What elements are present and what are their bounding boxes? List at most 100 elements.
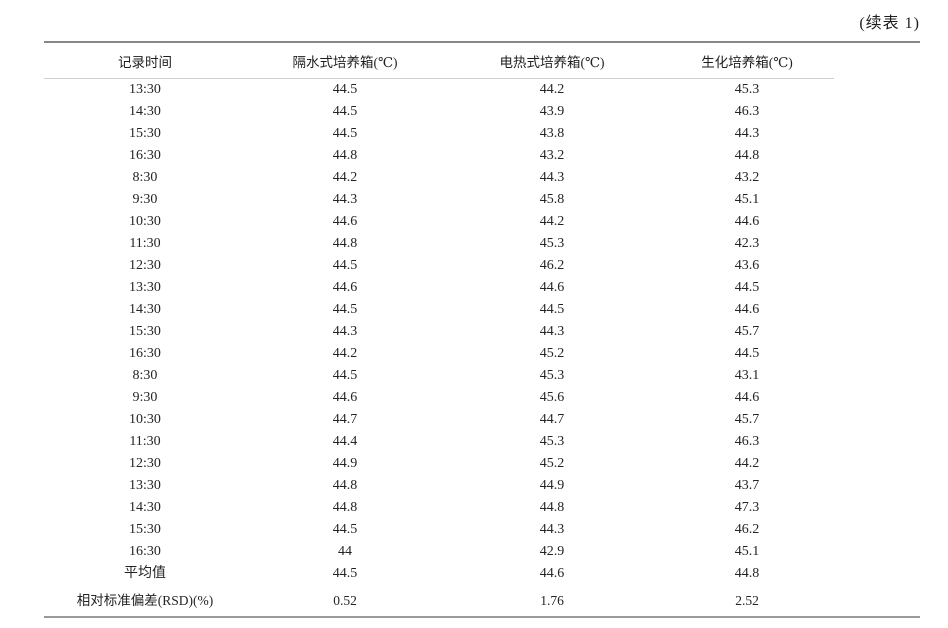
cell-value: 44.5 bbox=[332, 104, 358, 119]
cell-value: 44.2 bbox=[734, 456, 760, 471]
cell-value: 42.9 bbox=[539, 544, 565, 559]
table-row: 12:30 44.9 45.2 44.2 bbox=[44, 453, 834, 475]
cell-value: 45.3 bbox=[734, 82, 760, 97]
table-body: 13:30 44.5 44.2 45.3 14:30 44.5 43.9 46.3 15:30 4… bbox=[44, 79, 834, 617]
cell-value: 44.8 bbox=[332, 236, 358, 251]
cell-value: 44.5 bbox=[332, 126, 358, 141]
mean-row: 平均值 44.5 44.6 44.8 bbox=[44, 563, 834, 585]
cell-value: 45.7 bbox=[734, 412, 760, 427]
row-label: 9:30 bbox=[132, 192, 158, 207]
column-header: 电热式培养箱(℃) bbox=[444, 43, 660, 79]
row-label: 12:30 bbox=[129, 258, 161, 273]
row-label: 15:30 bbox=[129, 126, 161, 141]
cell-value: 44.8 bbox=[332, 500, 358, 515]
row-label: 16:30 bbox=[129, 346, 161, 361]
cell-value: 44.9 bbox=[332, 456, 358, 471]
row-label: 12:30 bbox=[129, 456, 161, 471]
cell-value: 44.5 bbox=[539, 302, 565, 317]
table-head: 记录时间 隔水式培养箱(℃) 电热式培养箱(℃) 生化培养箱(℃) bbox=[44, 43, 834, 79]
row-label: 15:30 bbox=[129, 324, 161, 339]
cell-value: 44.3 bbox=[539, 170, 565, 185]
row-label: 8:30 bbox=[132, 170, 158, 185]
cell-value: 44.6 bbox=[539, 566, 565, 581]
cell-value: 44.8 bbox=[332, 148, 358, 163]
cell-value: 43.2 bbox=[539, 148, 565, 163]
cell-value: 44.5 bbox=[332, 522, 358, 537]
cell-value: 44.7 bbox=[539, 412, 565, 427]
table-row: 10:30 44.6 44.2 44.6 bbox=[44, 211, 834, 233]
row-label: 11:30 bbox=[129, 434, 161, 449]
cell-value: 44.5 bbox=[734, 280, 760, 295]
table-row: 11:30 44.8 45.3 42.3 bbox=[44, 233, 834, 255]
table-row: 16:30 44 42.9 45.1 bbox=[44, 541, 834, 563]
table-row: 11:30 44.4 45.3 46.3 bbox=[44, 431, 834, 453]
cell-value: 45.3 bbox=[539, 434, 565, 449]
table-row: 9:30 44.6 45.6 44.6 bbox=[44, 387, 834, 409]
cell-value: 44.6 bbox=[332, 214, 358, 229]
cell-value: 44.2 bbox=[332, 346, 358, 361]
cell-value: 44.3 bbox=[332, 324, 358, 339]
cell-value: 44.3 bbox=[332, 192, 358, 207]
header-row: 记录时间 隔水式培养箱(℃) 电热式培养箱(℃) 生化培养箱(℃) bbox=[44, 43, 834, 79]
column-header: 记录时间 bbox=[44, 43, 246, 79]
row-label: 8:30 bbox=[132, 368, 158, 383]
cell-value: 44.5 bbox=[332, 566, 358, 581]
cell-value: 44.3 bbox=[734, 126, 760, 141]
data-table-wrap: 记录时间 隔水式培养箱(℃) 电热式培养箱(℃) 生化培养箱(℃) 13:30 44.5… bbox=[44, 41, 920, 618]
row-label: 相对标准偏差(RSD)(%) bbox=[76, 593, 214, 608]
cell-value: 45.2 bbox=[539, 346, 565, 361]
cell-value: 43.6 bbox=[734, 258, 760, 273]
table-row: 13:30 44.5 44.2 45.3 bbox=[44, 79, 834, 102]
row-label: 10:30 bbox=[129, 214, 161, 229]
cell-value: 44.6 bbox=[539, 280, 565, 295]
cell-value: 44.8 bbox=[734, 148, 760, 163]
cell-value: 1.76 bbox=[540, 593, 564, 608]
row-label: 10:30 bbox=[129, 412, 161, 427]
cell-value: 45.6 bbox=[539, 390, 565, 405]
table-row: 9:30 44.3 45.8 45.1 bbox=[44, 189, 834, 211]
table-row: 13:30 44.8 44.9 43.7 bbox=[44, 475, 834, 497]
cell-value: 45.2 bbox=[539, 456, 565, 471]
table-row: 13:30 44.6 44.6 44.5 bbox=[44, 277, 834, 299]
table-row: 14:30 44.8 44.8 47.3 bbox=[44, 497, 834, 519]
cell-value: 44.9 bbox=[539, 478, 565, 493]
cell-value: 43.9 bbox=[539, 104, 565, 119]
row-label: 14:30 bbox=[129, 500, 161, 515]
cell-value: 44.6 bbox=[332, 280, 358, 295]
cell-value: 44.5 bbox=[332, 82, 358, 97]
cell-value: 44.2 bbox=[539, 214, 565, 229]
cell-value: 2.52 bbox=[735, 593, 759, 608]
table-continuation-caption: (续表 1) bbox=[859, 15, 920, 32]
table-row: 12:30 44.5 46.2 43.6 bbox=[44, 255, 834, 277]
cell-value: 44.8 bbox=[539, 500, 565, 515]
cell-value: 45.7 bbox=[734, 324, 760, 339]
table-row: 10:30 44.7 44.7 45.7 bbox=[44, 409, 834, 431]
cell-value: 45.3 bbox=[539, 368, 565, 383]
table-row: 15:30 44.3 44.3 45.7 bbox=[44, 321, 834, 343]
row-label: 16:30 bbox=[129, 544, 161, 559]
temperature-record-table: 记录时间 隔水式培养箱(℃) 电热式培养箱(℃) 生化培养箱(℃) 13:30 44.5… bbox=[44, 43, 834, 616]
cell-value: 42.3 bbox=[734, 236, 760, 251]
cell-value: 46.3 bbox=[734, 104, 760, 119]
row-label: 16:30 bbox=[129, 148, 161, 163]
cell-value: 44.6 bbox=[332, 390, 358, 405]
table-row: 16:30 44.2 45.2 44.5 bbox=[44, 343, 834, 365]
rsd-row: 相对标准偏差(RSD)(%) 0.52 1.76 2.52 bbox=[44, 585, 834, 616]
cell-value: 45.8 bbox=[539, 192, 565, 207]
cell-value: 46.2 bbox=[734, 522, 760, 537]
row-label: 13:30 bbox=[129, 82, 161, 97]
cell-value: 45.1 bbox=[734, 544, 760, 559]
cell-value: 44.8 bbox=[332, 478, 358, 493]
cell-value: 44.5 bbox=[332, 258, 358, 273]
table-row: 8:30 44.5 45.3 43.1 bbox=[44, 365, 834, 387]
cell-value: 44.3 bbox=[539, 522, 565, 537]
cell-value: 44.3 bbox=[539, 324, 565, 339]
row-label: 9:30 bbox=[132, 390, 158, 405]
cell-value: 44.4 bbox=[332, 434, 358, 449]
column-header: 隔水式培养箱(℃) bbox=[246, 43, 444, 79]
table-row: 14:30 44.5 43.9 46.3 bbox=[44, 101, 834, 123]
cell-value: 45.3 bbox=[539, 236, 565, 251]
row-label: 11:30 bbox=[129, 236, 161, 251]
cell-value: 43.1 bbox=[734, 368, 760, 383]
table-row: 16:30 44.8 43.2 44.8 bbox=[44, 145, 834, 167]
